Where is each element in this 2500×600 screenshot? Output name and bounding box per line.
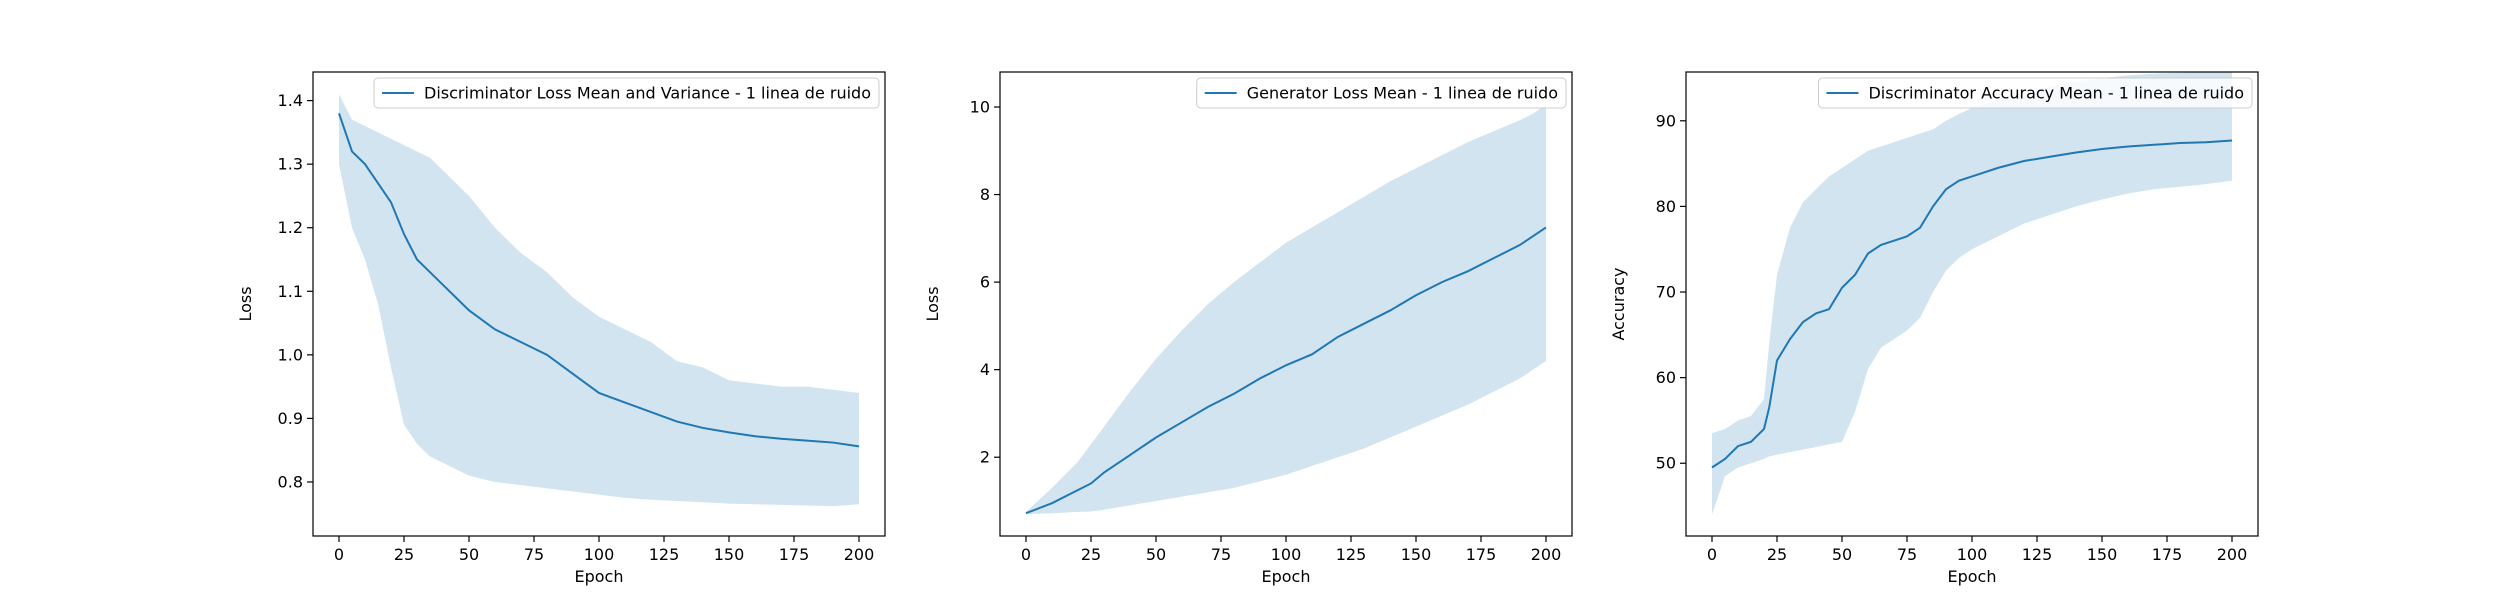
legend-label: Discriminator Accuracy Mean - 1 linea de… <box>1868 84 2244 103</box>
x-axis-label: Epoch <box>1948 567 1997 586</box>
legend-box <box>1817 77 2253 109</box>
x-tick-label: 175 <box>779 545 810 564</box>
x-tick-label: 50 <box>1832 545 1852 564</box>
x-tick-label: 100 <box>1957 545 1988 564</box>
x-tick-label: 150 <box>1401 545 1432 564</box>
plot-area <box>1025 104 1547 515</box>
variance-band <box>1712 72 2232 515</box>
y-tick-label: 70 <box>1656 283 1676 302</box>
y-axis-label: Accuracy <box>1609 267 1628 340</box>
y-tick-label: 90 <box>1656 111 1676 130</box>
series-line <box>1025 226 1547 515</box>
x-tick-label: 50 <box>1146 545 1166 564</box>
x-tick-label: 75 <box>1897 545 1917 564</box>
x-tick-label: 125 <box>649 545 680 564</box>
x-tick-label: 25 <box>394 545 414 564</box>
y-tick-label: 1.2 <box>278 218 303 237</box>
x-tick-label: 0 <box>1021 545 1031 564</box>
x-tick-label: 150 <box>2087 545 2118 564</box>
y-tick-label: 1.0 <box>278 345 303 364</box>
chart-panel-1: 0 25 50 75 100 125 150 175 200 0.8 0.9 1.0 1.1 1.2 1.3… <box>236 71 886 586</box>
x-tick-label: 0 <box>334 545 344 564</box>
series-line <box>1711 139 2233 469</box>
x-tick-label: 25 <box>1767 545 1787 564</box>
y-tick-label: 8 <box>980 185 990 204</box>
x-tick-label: 200 <box>2217 545 2248 564</box>
y-tick-label: 50 <box>1656 454 1676 473</box>
legend: Discriminator Loss Mean and Variance - 1… <box>373 77 880 109</box>
y-tick-label: 1.3 <box>278 155 303 174</box>
y-tick-label: 1.1 <box>278 282 303 301</box>
legend-box <box>373 77 880 109</box>
legend-box <box>1196 77 1567 109</box>
x-tick-label: 200 <box>1531 545 1562 564</box>
y-tick-label: 2 <box>980 448 990 467</box>
x-tick-label: 75 <box>524 545 544 564</box>
x-tick-label: 200 <box>844 545 875 564</box>
x-tick-label: 25 <box>1081 545 1101 564</box>
y-tick-label: 6 <box>980 273 990 292</box>
x-tick-label: 75 <box>1211 545 1231 564</box>
y-tick-label: 1.4 <box>278 91 303 110</box>
x-tick-label: 100 <box>1271 545 1302 564</box>
x-tick-label: 175 <box>2152 545 2183 564</box>
y-tick-label: 0.8 <box>278 472 303 491</box>
plot-area <box>338 94 860 507</box>
y-tick-label: 60 <box>1656 368 1676 387</box>
x-tick-label: 175 <box>1466 545 1497 564</box>
y-axis-label: Loss <box>923 286 942 321</box>
y-tick-label: 80 <box>1656 197 1676 216</box>
legend: Discriminator Accuracy Mean - 1 linea de… <box>1817 77 2253 109</box>
x-axis-label: Epoch <box>1262 567 1311 586</box>
variance-band <box>339 94 859 507</box>
x-tick-label: 50 <box>459 545 479 564</box>
plot-area <box>1711 72 2233 515</box>
chart-panel-3: 0 25 50 75 100 125 150 175 200 50 60 70 80 90 Epoch Acc… <box>1609 71 2259 586</box>
y-axis-label: Loss <box>236 286 255 321</box>
series-line <box>338 112 860 448</box>
x-tick-label: 125 <box>1336 545 1367 564</box>
x-axis-label: Epoch <box>575 567 624 586</box>
legend: Generator Loss Mean - 1 linea de ruido <box>1196 77 1567 109</box>
x-tick-label: 150 <box>714 545 745 564</box>
variance-band <box>1026 104 1546 515</box>
y-tick-label: 10 <box>970 98 990 117</box>
x-tick-label: 100 <box>584 545 615 564</box>
chart-panel-2: 0 25 50 75 100 125 150 175 200 2 4 6 8 10 Epoch Loss Gen… <box>923 71 1573 586</box>
x-tick-label: 125 <box>2022 545 2053 564</box>
legend-label: Discriminator Loss Mean and Variance - 1… <box>424 84 871 103</box>
y-tick-label: 0.9 <box>278 409 303 428</box>
legend-label: Generator Loss Mean - 1 linea de ruido <box>1247 84 1558 103</box>
y-tick-label: 4 <box>980 360 990 379</box>
x-tick-label: 0 <box>1707 545 1717 564</box>
